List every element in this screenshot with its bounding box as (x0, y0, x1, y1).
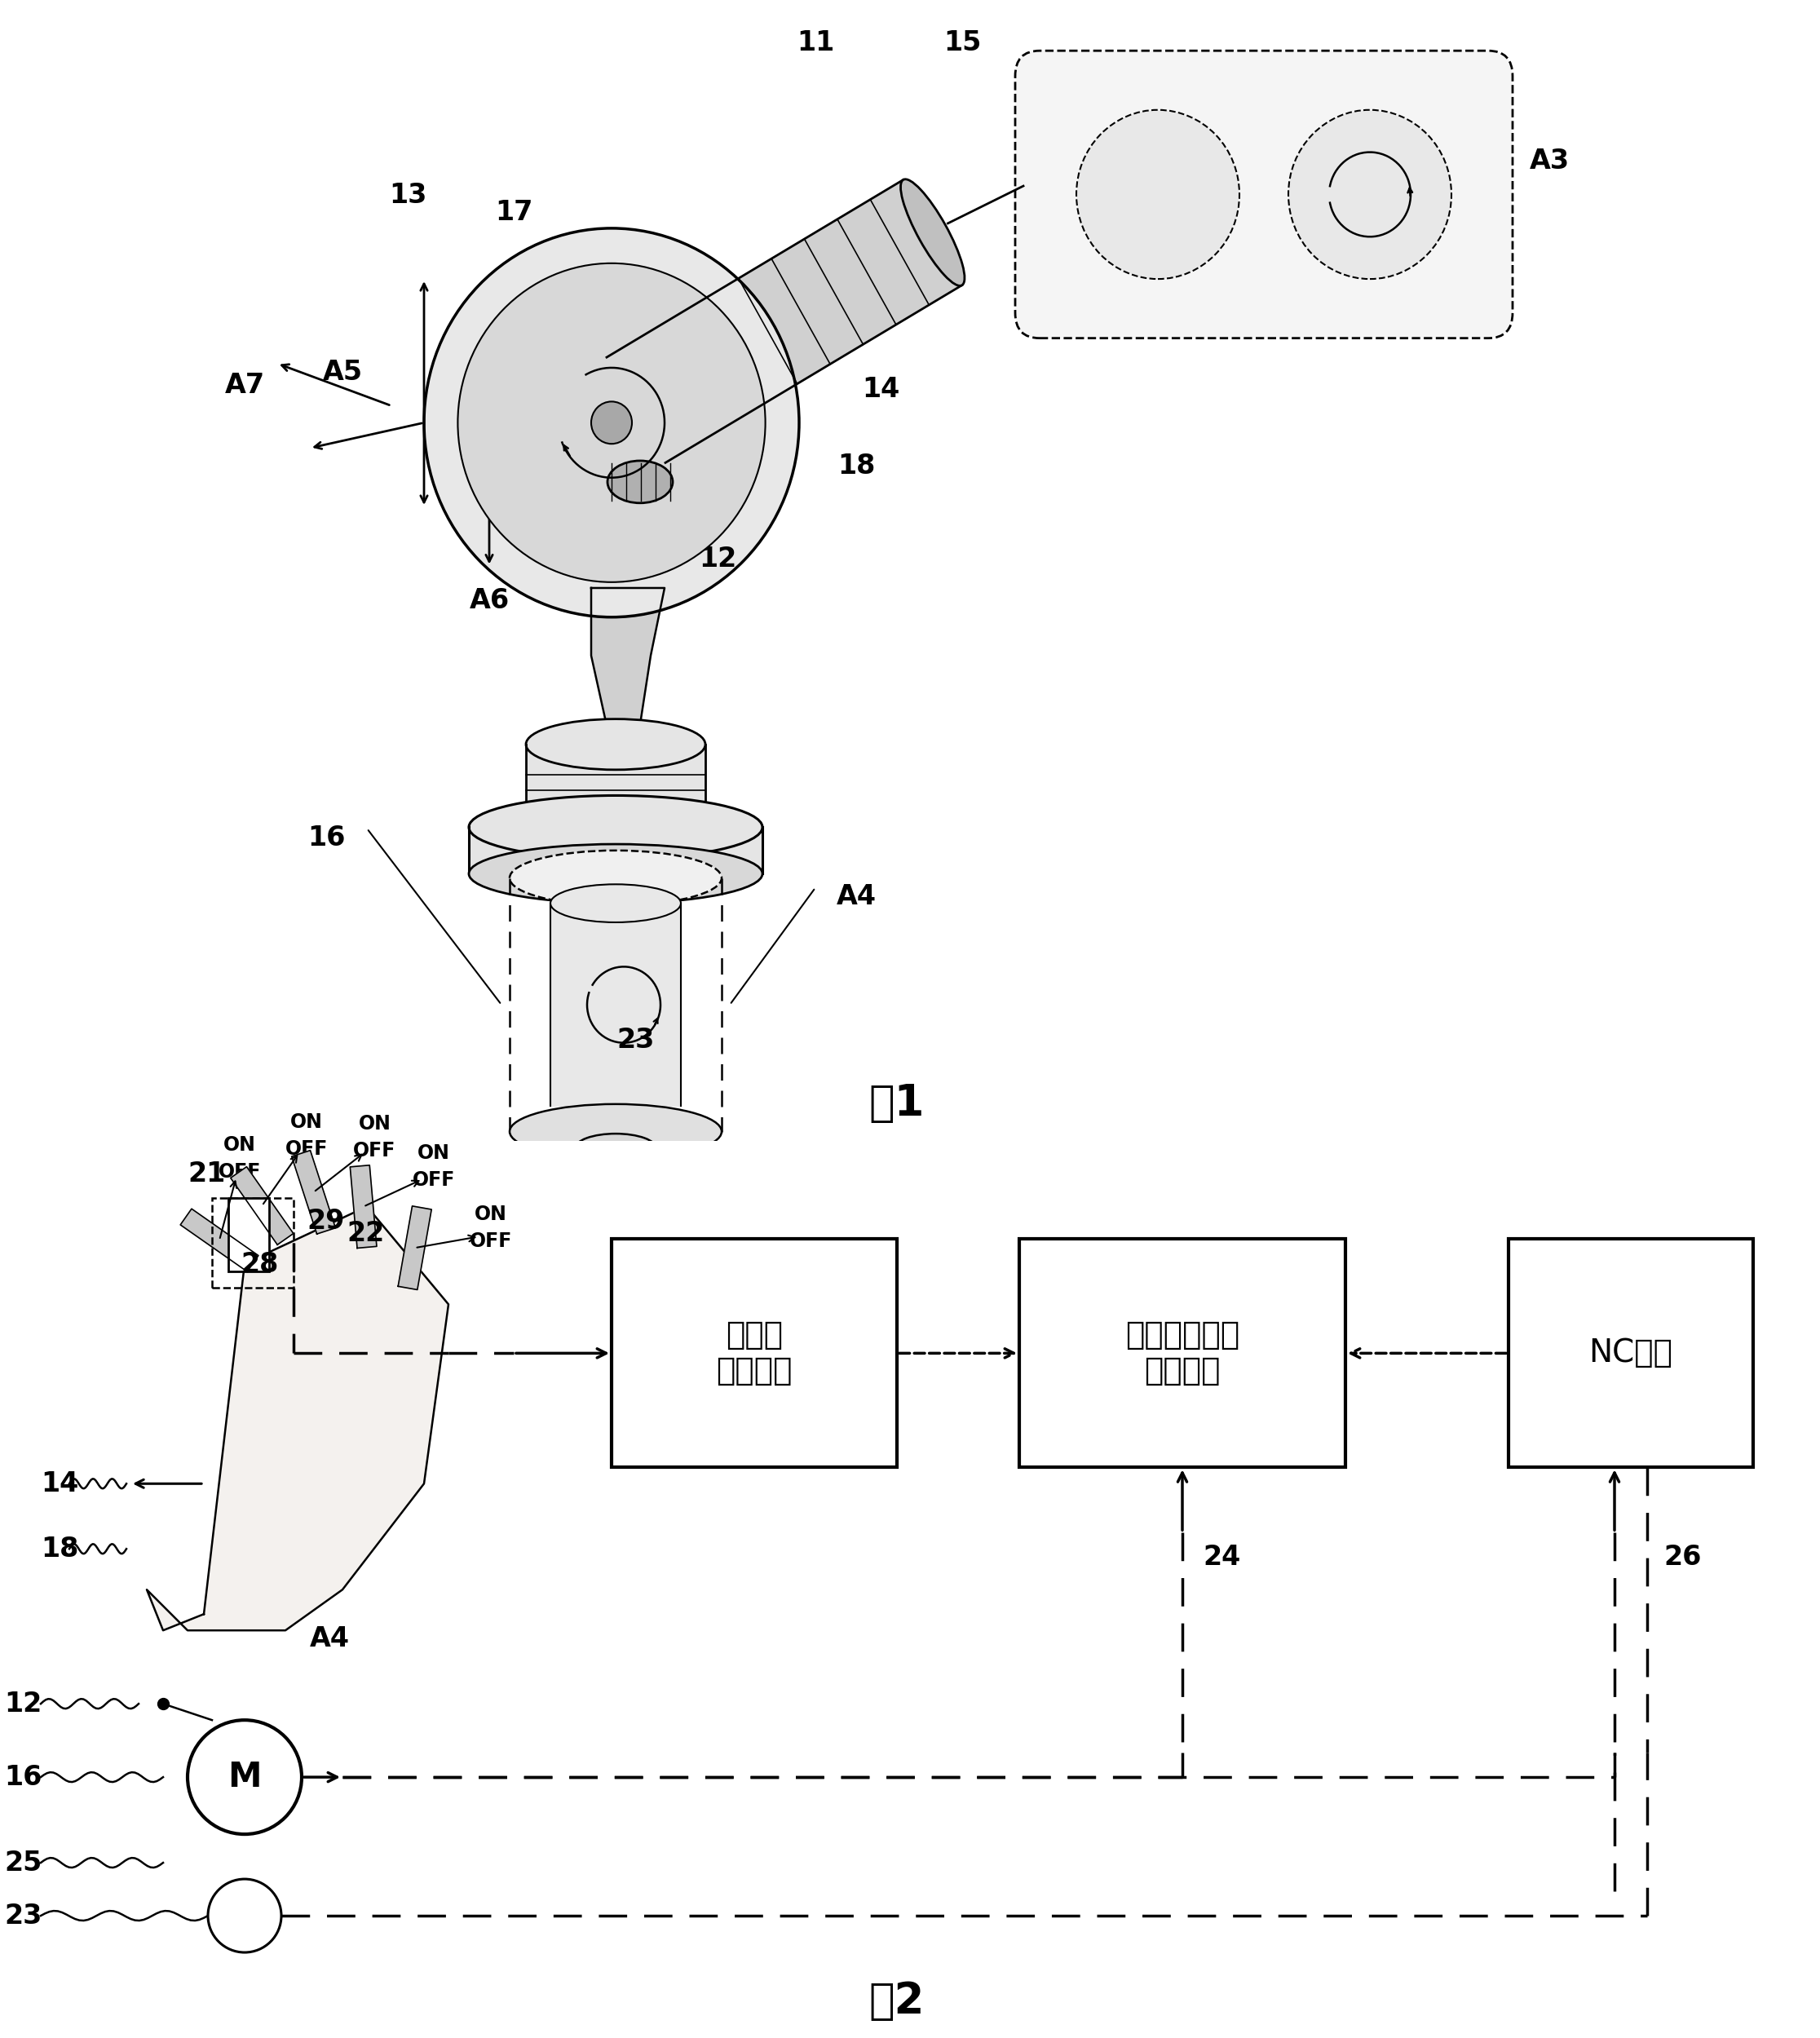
Bar (228, 1198, 269, 1272)
Text: 16: 16 (4, 1763, 42, 1791)
Polygon shape (231, 1166, 293, 1245)
Polygon shape (291, 1149, 335, 1233)
Circle shape (187, 1720, 302, 1834)
Ellipse shape (470, 844, 763, 903)
Text: 14: 14 (863, 377, 899, 404)
Text: OFF: OFF (470, 1231, 513, 1251)
Text: 13: 13 (389, 181, 426, 208)
Polygon shape (349, 1166, 377, 1247)
Text: 29: 29 (308, 1209, 344, 1235)
Ellipse shape (510, 850, 723, 905)
Text: 位移传
感放大器: 位移传 感放大器 (715, 1321, 792, 1386)
Ellipse shape (526, 719, 706, 770)
Text: A4: A4 (309, 1626, 349, 1653)
Text: NC装置: NC装置 (1589, 1337, 1673, 1370)
Text: ON: ON (289, 1113, 322, 1131)
Text: 25: 25 (4, 1848, 42, 1877)
Polygon shape (526, 744, 706, 821)
Text: M: M (228, 1761, 262, 1793)
Text: OFF: OFF (413, 1170, 455, 1190)
Text: 18: 18 (40, 1535, 78, 1563)
Text: 15: 15 (943, 29, 981, 57)
Text: A4: A4 (835, 882, 875, 911)
Text: 23: 23 (4, 1901, 42, 1930)
Text: ON: ON (224, 1135, 255, 1156)
Text: 16: 16 (308, 823, 346, 852)
Ellipse shape (1289, 110, 1451, 279)
Text: 26: 26 (1663, 1545, 1702, 1571)
Ellipse shape (510, 1105, 723, 1160)
Polygon shape (550, 903, 681, 1107)
Text: 23: 23 (617, 1027, 655, 1054)
Ellipse shape (592, 401, 632, 444)
Text: 12: 12 (4, 1690, 42, 1718)
Bar (211, 1198, 293, 1288)
Text: 28: 28 (240, 1251, 278, 1278)
Text: 图1: 图1 (870, 1082, 925, 1125)
Polygon shape (575, 1149, 657, 1217)
Polygon shape (180, 1209, 258, 1272)
Bar (1019, 1239, 1345, 1467)
Text: OFF: OFF (353, 1141, 397, 1162)
Text: ON: ON (359, 1115, 391, 1133)
Text: A6: A6 (470, 587, 510, 613)
Text: 22: 22 (346, 1219, 384, 1247)
Ellipse shape (1076, 110, 1239, 279)
Text: 18: 18 (837, 452, 875, 479)
Ellipse shape (550, 884, 681, 923)
Text: 高速噜合专用
电路基板: 高速噜合专用 电路基板 (1125, 1321, 1239, 1386)
FancyBboxPatch shape (1016, 51, 1512, 338)
Bar (612, 1239, 897, 1467)
Text: 14: 14 (40, 1469, 78, 1498)
Text: 11: 11 (797, 29, 834, 57)
Text: A7: A7 (224, 371, 264, 399)
Text: A5: A5 (322, 359, 362, 385)
Text: OFF: OFF (218, 1162, 260, 1182)
Text: A3: A3 (1529, 149, 1569, 175)
Text: OFF: OFF (286, 1139, 328, 1158)
Ellipse shape (470, 795, 763, 858)
Text: 21: 21 (187, 1162, 226, 1188)
Text: 17: 17 (495, 198, 533, 226)
Polygon shape (399, 1206, 431, 1290)
Text: 图2: 图2 (870, 1981, 925, 2022)
Text: 24: 24 (1203, 1545, 1241, 1571)
Ellipse shape (608, 461, 673, 503)
Text: ON: ON (475, 1204, 508, 1225)
Ellipse shape (526, 797, 706, 844)
Text: ON: ON (417, 1143, 450, 1164)
Ellipse shape (424, 228, 799, 618)
Text: 12: 12 (699, 546, 737, 573)
Polygon shape (470, 827, 763, 874)
Ellipse shape (575, 1133, 657, 1164)
Polygon shape (592, 589, 664, 740)
Bar (1509, 1239, 1753, 1467)
Ellipse shape (459, 263, 766, 583)
Polygon shape (147, 1206, 448, 1630)
Circle shape (207, 1879, 282, 1952)
Polygon shape (606, 179, 963, 463)
Ellipse shape (901, 179, 965, 285)
